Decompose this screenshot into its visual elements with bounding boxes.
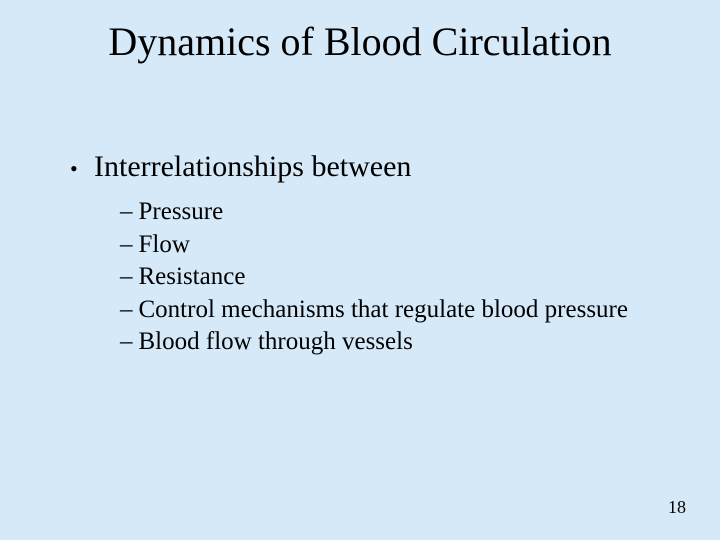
sub-item-text: Flow (139, 229, 661, 262)
list-item: – Control mechanisms that regulate blood… (120, 294, 660, 327)
list-item: – Blood flow through vessels (120, 326, 660, 359)
sub-item-text: Pressure (139, 196, 661, 229)
list-item: – Flow (120, 229, 660, 262)
dash-icon: – (120, 196, 133, 229)
slide-title: Dynamics of Blood Circulation (0, 18, 720, 65)
list-item: – Resistance (120, 261, 660, 294)
dash-icon: – (120, 229, 133, 262)
sub-bullet-list: – Pressure – Flow – Resistance – Control… (120, 196, 660, 359)
slide: Dynamics of Blood Circulation • Interrel… (0, 0, 720, 540)
sub-item-text: Resistance (139, 261, 661, 294)
slide-body: • Interrelationships between – Pressure … (70, 150, 660, 359)
dash-icon: – (120, 261, 133, 294)
bullet-text: Interrelationships between (94, 150, 411, 184)
bullet-dot-icon: • (70, 154, 94, 184)
page-number: 18 (668, 497, 686, 518)
dash-icon: – (120, 326, 133, 359)
sub-item-text: Blood flow through vessels (139, 326, 661, 359)
list-item: – Pressure (120, 196, 660, 229)
sub-item-text: Control mechanisms that regulate blood p… (139, 294, 661, 327)
bullet-level-1: • Interrelationships between (70, 150, 660, 184)
dash-icon: – (120, 294, 133, 327)
